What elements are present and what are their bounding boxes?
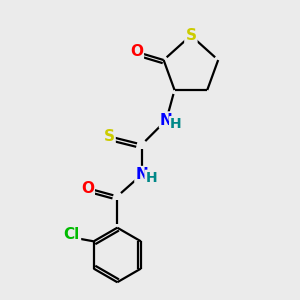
Text: H: H — [170, 117, 182, 131]
Text: N: N — [160, 112, 173, 128]
Text: O: O — [81, 181, 94, 196]
Text: S: S — [103, 129, 115, 144]
Text: H: H — [146, 171, 157, 185]
Text: O: O — [130, 44, 143, 59]
Text: N: N — [135, 167, 148, 182]
Text: Cl: Cl — [64, 227, 80, 242]
Text: S: S — [185, 28, 197, 43]
